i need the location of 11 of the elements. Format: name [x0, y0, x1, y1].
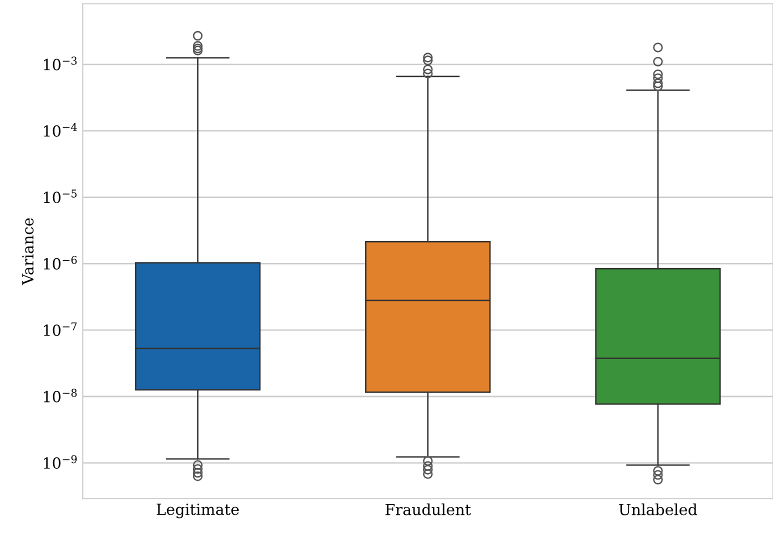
- y-tick-label: 10$^{−6}$: [44, 256, 77, 270]
- y-tick-label: 10$^{−5}$: [44, 190, 77, 204]
- x-tick-label: Unlabeled: [619, 503, 698, 516]
- y-tick-label: 10$^{−3}$: [44, 56, 77, 70]
- x-tick-label: Legitimate: [156, 504, 239, 518]
- y-tick-label: 10$^{−4}$: [44, 123, 77, 137]
- y-axis-title: Variance: [22, 218, 34, 286]
- x-tick-label: Fraudulent: [386, 503, 471, 516]
- y-tick-label: 10$^{−7}$: [44, 322, 77, 336]
- y-tick-label: 10$^{−9}$: [44, 455, 77, 469]
- y-tick-label: 10$^{−8}$: [44, 388, 77, 402]
